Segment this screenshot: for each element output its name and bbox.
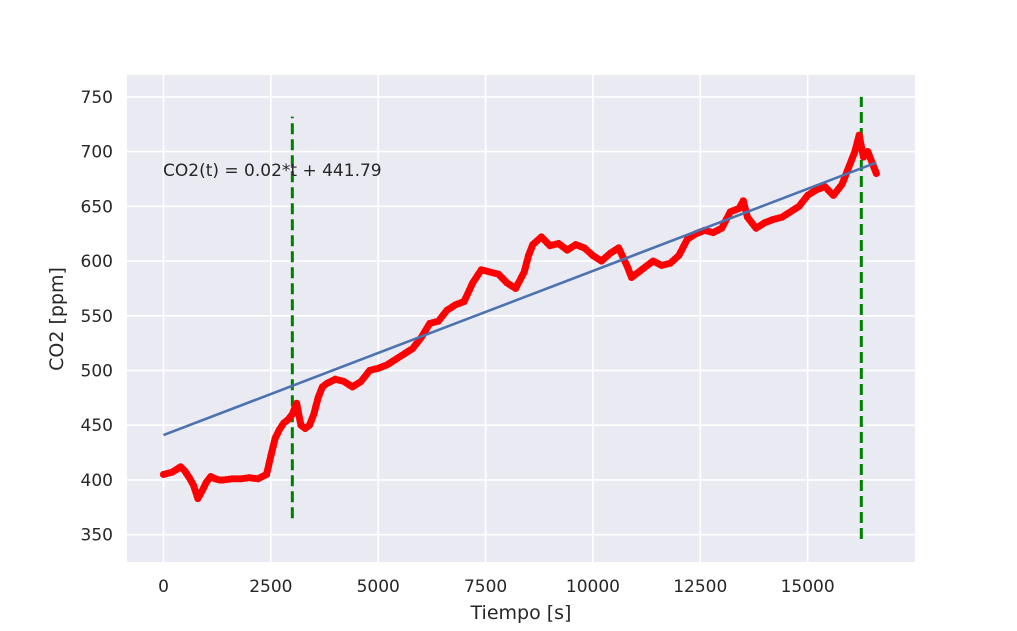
y-tick-label: 450: [81, 416, 113, 436]
y-axis-label: CO2 [ppm]: [46, 267, 68, 371]
data-marks: [159, 96, 880, 540]
fit-equation-annotation: CO2(t) = 0.02*t + 441.79: [163, 161, 382, 181]
x-tick-label: 15000: [781, 577, 835, 597]
measured-series: [159, 131, 880, 503]
x-tick-label: 0: [158, 577, 169, 597]
x-tick-label: 10000: [566, 577, 620, 597]
y-tick-labels: 350 400 450 500 550 600 650 700 750: [81, 88, 113, 546]
x-tick-label: 7500: [464, 577, 507, 597]
y-tick-label: 550: [81, 307, 113, 327]
y-tick-label: 700: [81, 143, 113, 163]
y-tick-label: 600: [81, 252, 113, 272]
x-axis-label: Tiempo [s]: [470, 602, 572, 624]
y-tick-label: 750: [81, 88, 113, 108]
x-tick-label: 2500: [249, 577, 292, 597]
y-tick-label: 650: [81, 197, 113, 217]
x-tick-label: 12500: [673, 577, 727, 597]
y-tick-label: 350: [81, 526, 113, 546]
x-tick-label: 5000: [357, 577, 400, 597]
x-tick-labels: 0 2500 5000 7500 10000 12500 15000: [158, 577, 835, 597]
grid: [127, 75, 915, 562]
linear-fit-line: [163, 161, 877, 437]
data-point: [872, 169, 880, 178]
y-tick-label: 400: [81, 471, 113, 491]
plot-background: [127, 75, 915, 562]
y-tick-label: 500: [81, 361, 113, 381]
